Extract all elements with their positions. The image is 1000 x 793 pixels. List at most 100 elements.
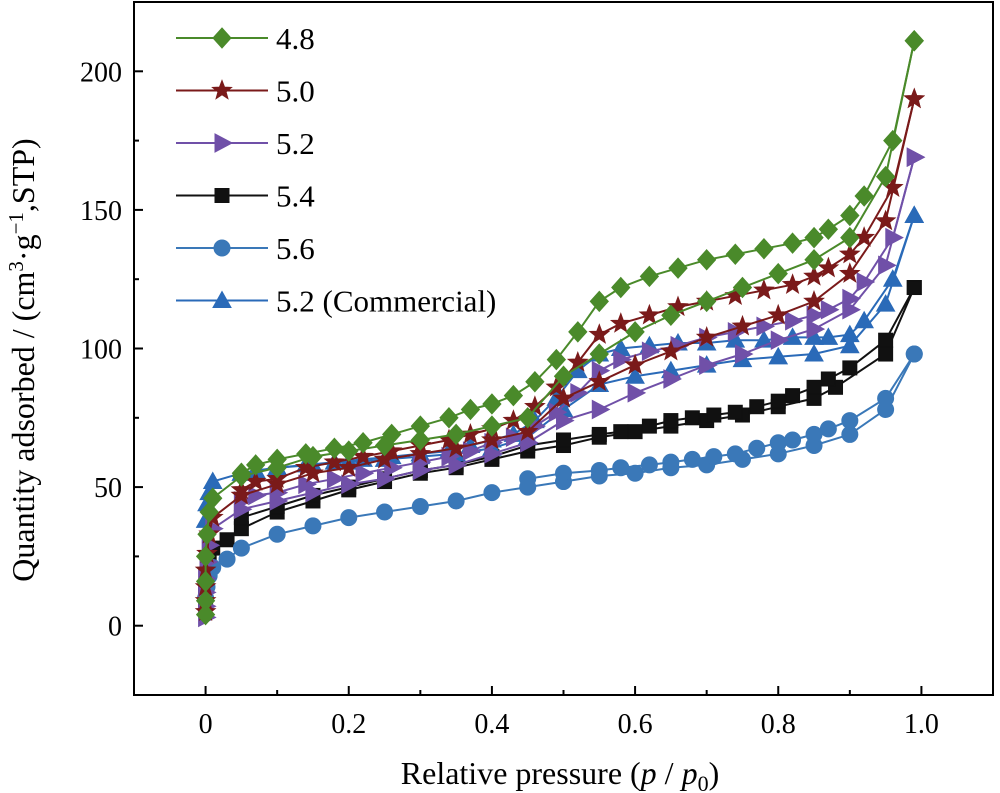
legend-marker <box>214 133 234 153</box>
desorption-point <box>568 321 588 343</box>
desorption-point <box>641 341 661 362</box>
axis-ticks: 0 0.2 0.4 0.6 0.8 1.0 0 50 100 150 200 <box>80 1 994 740</box>
adsorption-point <box>840 226 860 249</box>
series-4-8 <box>195 30 924 626</box>
x-tick-label: 0 <box>199 709 213 740</box>
legend-label: 5.4 <box>276 179 315 214</box>
legend-item: 5.2 <box>176 126 315 161</box>
desorption-point <box>885 227 904 248</box>
desorption-point <box>803 264 825 286</box>
desorption-point <box>668 257 688 279</box>
desorption-point <box>842 288 861 309</box>
desorption-point <box>662 453 680 471</box>
desorption-point <box>804 226 824 249</box>
desorption-point <box>503 384 524 407</box>
desorption-point <box>663 413 679 429</box>
desorption-point <box>296 443 316 465</box>
legend-marker <box>211 79 233 100</box>
desorption-point <box>906 280 922 296</box>
plot-area <box>194 30 926 628</box>
adsorption-point <box>483 484 501 502</box>
desorption-point <box>460 398 481 421</box>
adsorption-point <box>482 415 502 437</box>
desorption-point <box>230 478 253 500</box>
desorption-point <box>613 424 629 440</box>
desorption-point <box>904 205 925 223</box>
desorption-point <box>840 204 860 227</box>
adsorption-point <box>732 276 753 299</box>
legend-item: 5.0 <box>176 74 315 109</box>
legend-label: 5.2 (Commercial) <box>276 284 496 319</box>
desorption-point <box>817 256 840 278</box>
desorption-point <box>785 388 801 404</box>
y-tick-label: 100 <box>80 335 122 366</box>
desorption-point <box>267 448 287 471</box>
adsorption-point <box>734 344 754 364</box>
desorption-point <box>906 147 926 168</box>
adsorption-point <box>410 429 431 451</box>
adsorption-point <box>839 335 860 354</box>
adsorption-point <box>516 420 539 441</box>
desorption-point <box>246 454 266 476</box>
desorption-point <box>705 448 723 466</box>
desorption-point <box>878 332 894 348</box>
adsorption-point <box>409 442 432 464</box>
adsorption-point <box>376 503 394 521</box>
adsorption-point <box>627 383 647 403</box>
adsorption-point <box>588 370 611 392</box>
adsorption-point <box>624 353 646 375</box>
adsorption-point <box>768 262 788 285</box>
legend-label: 5.0 <box>276 74 315 109</box>
desorption-point <box>589 290 609 313</box>
desorption-point <box>324 437 345 460</box>
desorption-point <box>818 327 839 345</box>
desorption-point <box>903 87 926 109</box>
adsorption-point <box>195 570 216 593</box>
legend-item: 5.6 <box>176 231 315 266</box>
adsorption-point <box>446 423 466 446</box>
desorption-point <box>696 249 717 271</box>
adsorption-point <box>373 447 396 469</box>
desorption-point <box>725 243 745 265</box>
desorption-point <box>556 432 571 448</box>
desorption-point <box>613 349 632 370</box>
adsorption-point <box>878 346 894 362</box>
adsorption-point <box>838 262 861 283</box>
adsorption-point <box>219 532 235 548</box>
adsorption-point <box>552 386 575 408</box>
adsorption-point <box>626 464 644 482</box>
adsorption-point <box>341 474 360 495</box>
adsorption-point <box>663 369 682 389</box>
legend: 4.8 5.0 5.2 5.4 5.6 5.2 (Commercial) <box>176 21 496 319</box>
adsorption-point <box>696 290 717 313</box>
desorption-point <box>818 218 839 241</box>
desorption-point <box>546 348 567 371</box>
adsorption-point <box>553 365 574 387</box>
adsorption-point <box>660 339 682 361</box>
x-tick-label: 1.0 <box>904 709 939 740</box>
adsorption-point <box>232 539 250 557</box>
desorption-point <box>882 269 903 287</box>
adsorption-point <box>195 590 216 612</box>
desorption-point <box>769 434 787 452</box>
adsorption-point <box>556 410 575 431</box>
desorption-point <box>782 232 803 254</box>
desorption-point <box>727 404 743 420</box>
y-tick-label: 150 <box>80 196 122 227</box>
desorption-point <box>806 305 826 326</box>
desorption-point <box>820 299 840 320</box>
adsorption-point <box>804 344 824 362</box>
desorption-point <box>806 379 822 395</box>
legend-marker <box>212 27 232 49</box>
adsorption-point <box>806 319 826 339</box>
desorption-point <box>877 389 895 407</box>
legend-item: 5.2 (Commercial) <box>176 284 496 319</box>
desorption-point <box>749 399 765 415</box>
adsorption-point <box>874 209 897 231</box>
desorption-point <box>781 273 804 294</box>
adsorption-point <box>304 517 322 535</box>
desorption-point <box>805 425 823 443</box>
x-tick-label: 0.8 <box>761 709 796 740</box>
desorption-point <box>684 410 700 426</box>
adsorption-point <box>875 294 896 312</box>
